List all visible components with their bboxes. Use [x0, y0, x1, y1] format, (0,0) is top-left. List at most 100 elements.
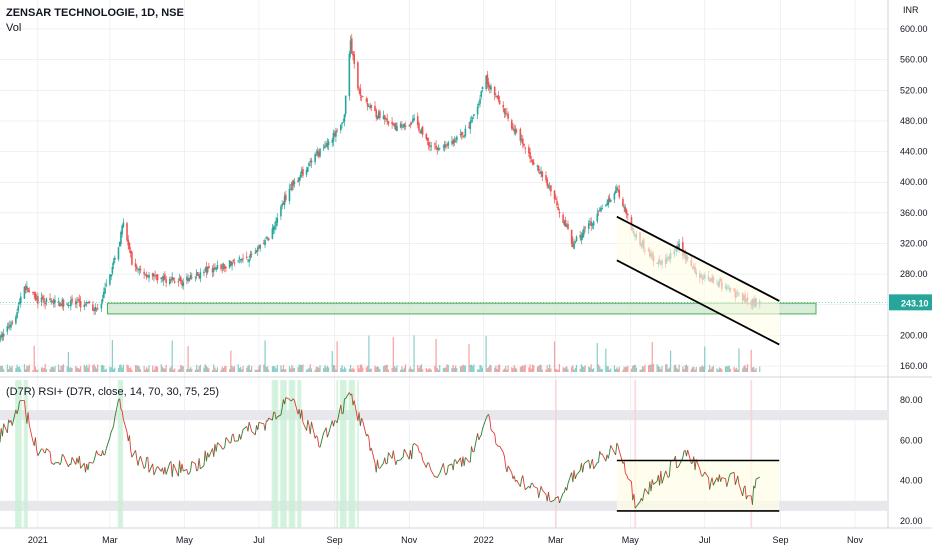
rsi-line-segment — [495, 443, 498, 446]
rsi-line-segment — [465, 457, 470, 463]
volume-bar — [676, 367, 678, 372]
volume-bar — [188, 368, 190, 372]
candle-body — [104, 287, 106, 294]
candle-body — [580, 235, 583, 240]
candle-body — [446, 144, 448, 146]
volume-bar — [51, 366, 54, 372]
rsi-line-segment — [208, 448, 213, 458]
rsi-line-segment — [97, 453, 102, 457]
candle-body — [382, 115, 385, 120]
candle-body — [289, 189, 292, 190]
rsi-line-segment — [292, 398, 295, 401]
volume-bar — [658, 367, 661, 372]
volume-bar — [624, 367, 626, 372]
rsi-line-segment — [446, 465, 449, 474]
volume-bar — [163, 368, 165, 372]
volume-bar — [476, 369, 479, 372]
rsi-line-segment — [281, 399, 284, 408]
volume-bar — [111, 339, 113, 372]
volume-bar — [717, 369, 719, 372]
volume-bar — [387, 369, 390, 372]
rsi-line-segment — [489, 419, 492, 430]
rsi-line-segment — [386, 452, 389, 464]
rsi-line-segment — [626, 474, 629, 479]
candle-body — [556, 200, 558, 206]
candle-body — [540, 171, 542, 174]
rsi-line-segment — [490, 429, 496, 435]
volume-bar — [615, 369, 617, 372]
rsi-line-segment — [701, 474, 704, 477]
rsi-line-segment — [473, 433, 479, 453]
rsi-line-segment — [257, 422, 260, 430]
rsi-line-segment — [362, 421, 367, 437]
volume-bar — [131, 369, 133, 372]
rsi-line-segment — [485, 415, 488, 419]
volume-bar — [342, 369, 344, 372]
volume-bar — [742, 368, 744, 372]
rsi-line-segment — [258, 421, 261, 424]
volume-bar — [651, 341, 653, 372]
rsi-line-segment — [522, 475, 525, 484]
rsi-line-segment — [71, 457, 77, 465]
volume-bar — [759, 366, 761, 372]
time-tick-label: 2021 — [28, 535, 48, 545]
candle-body — [171, 277, 174, 281]
volume-bar — [54, 365, 56, 372]
volume-bar — [225, 365, 227, 372]
rsi-line-segment — [126, 432, 129, 442]
rsi-line-segment — [333, 420, 336, 427]
volume-bar — [571, 366, 573, 372]
candle-body — [70, 300, 72, 307]
volume-bar — [376, 366, 379, 372]
candle-body — [618, 189, 621, 198]
rsi-line-segment — [610, 445, 615, 453]
rsi-line-segment — [113, 417, 116, 426]
rsi-line-segment — [405, 451, 410, 460]
volume-bar — [145, 367, 148, 372]
volume-bar — [753, 366, 755, 372]
candle-body — [583, 228, 585, 235]
volume-bar — [428, 368, 430, 372]
volume-bar — [170, 366, 172, 372]
rsi-line-segment — [109, 431, 112, 438]
rsi-line-segment — [200, 465, 205, 470]
candle-body — [507, 114, 509, 119]
volume-bar — [699, 367, 701, 372]
candle-body — [489, 85, 491, 89]
candle-body — [249, 253, 252, 258]
candle-body — [49, 298, 51, 301]
volume-bar — [738, 348, 740, 372]
candle-body — [17, 305, 20, 311]
volume-bar — [712, 365, 714, 372]
volume-bar — [319, 365, 321, 372]
volume-bar — [555, 368, 557, 372]
volume-bar — [522, 365, 524, 372]
volume-bar — [309, 364, 311, 372]
candle-body — [616, 187, 618, 191]
candle-body — [608, 197, 611, 202]
rsi-line-segment — [131, 450, 136, 458]
volume-bar — [40, 367, 43, 372]
rsi-line-segment — [89, 461, 93, 464]
rsi-line-segment — [53, 462, 56, 465]
volume-bar — [404, 364, 407, 372]
volume-bar — [514, 367, 517, 372]
rsi-line-segment — [249, 426, 253, 432]
candle-body — [0, 335, 1, 342]
volume-bar — [737, 369, 739, 372]
volume-bar — [352, 367, 354, 372]
candle-body — [137, 269, 139, 271]
rsi-line-segment — [494, 433, 497, 445]
rsi-line-segment — [251, 431, 256, 436]
volume-bar — [180, 364, 182, 372]
volume-bar — [62, 364, 65, 372]
volume-bar — [434, 365, 436, 372]
rsi-line-segment — [384, 457, 387, 465]
candle-body — [162, 276, 165, 281]
price-channel-fill — [616, 216, 780, 345]
candle-body — [308, 162, 310, 167]
candle-body — [280, 206, 282, 217]
candle-body — [426, 137, 429, 142]
candle-body — [326, 143, 329, 147]
